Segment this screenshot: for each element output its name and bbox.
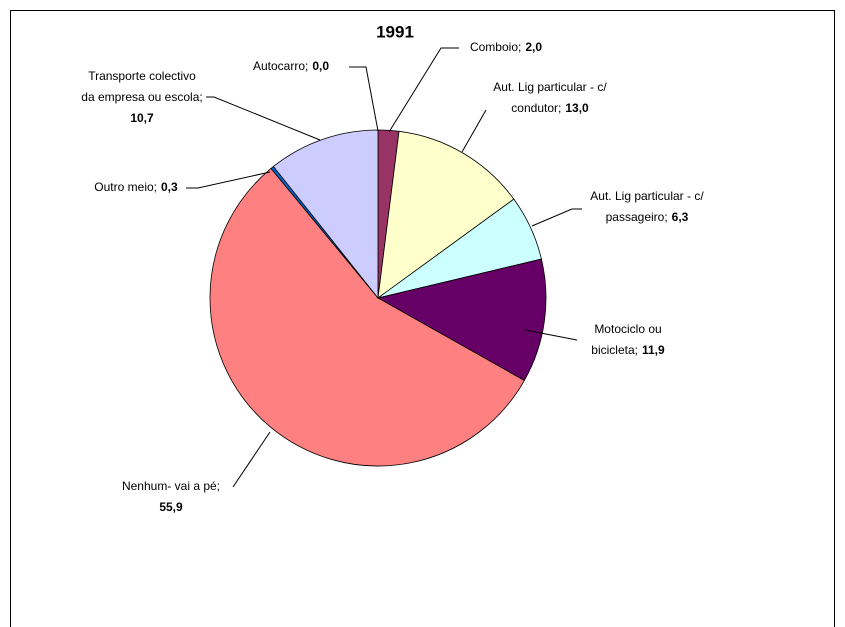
label-line: Motociclo ou: [594, 322, 665, 336]
label-line: condutor;: [511, 101, 561, 115]
value-label: 55,9: [159, 500, 183, 514]
label-line: da empresa ou escola;: [81, 90, 202, 104]
label-line: Aut. Lig particular - c/: [493, 80, 610, 94]
pie-slice: [209, 167, 525, 467]
leader-line: [461, 109, 487, 153]
label-line: bicicleta;: [591, 343, 638, 357]
leader-line: [232, 431, 271, 488]
slice-label: Motociclo ou bicicleta;: [591, 322, 665, 357]
value-label: 6,3: [672, 210, 689, 224]
value-label: 11,9: [642, 343, 665, 357]
slice-label: Autocarro;: [253, 59, 308, 73]
label-line: passageiro;: [606, 210, 668, 224]
slice-label: Comboio;: [470, 40, 521, 54]
pie-slice: [377, 130, 515, 299]
leader-line: [186, 171, 271, 189]
label-line: Nenhum- vai a pé;: [122, 479, 220, 493]
label-line: Transporte colectivo: [88, 69, 199, 83]
label-line: Outro meio;: [94, 180, 157, 194]
leader-line: [531, 208, 582, 227]
chart-title: 1991: [376, 22, 414, 41]
leader-line: [524, 329, 578, 341]
slice-label: Aut. Lig particular - c/ condutor;: [493, 80, 610, 115]
value-label: 0,0: [312, 59, 329, 73]
leader-line: [349, 66, 379, 132]
value-label: 0,3: [161, 180, 178, 194]
value-label: 2,0: [525, 40, 542, 54]
slice-label: Transporte colectivo da empresa ou escol…: [81, 69, 202, 104]
label-line: Comboio;: [470, 40, 521, 54]
slice-label: Outro meio;: [94, 180, 157, 194]
leader-line: [388, 47, 459, 133]
slice-label: Aut. Lig particular - c/ passageiro;: [590, 189, 707, 224]
label-line: Autocarro;: [253, 59, 308, 73]
slice-label: Nenhum- vai a pé;: [122, 479, 220, 493]
value-label: 13,0: [565, 101, 589, 115]
value-label: 10,7: [130, 111, 154, 125]
pie-slice: [272, 129, 379, 300]
label-line: Aut. Lig particular - c/: [590, 189, 707, 203]
leader-line: [206, 96, 321, 141]
pie-slice: [376, 258, 547, 382]
